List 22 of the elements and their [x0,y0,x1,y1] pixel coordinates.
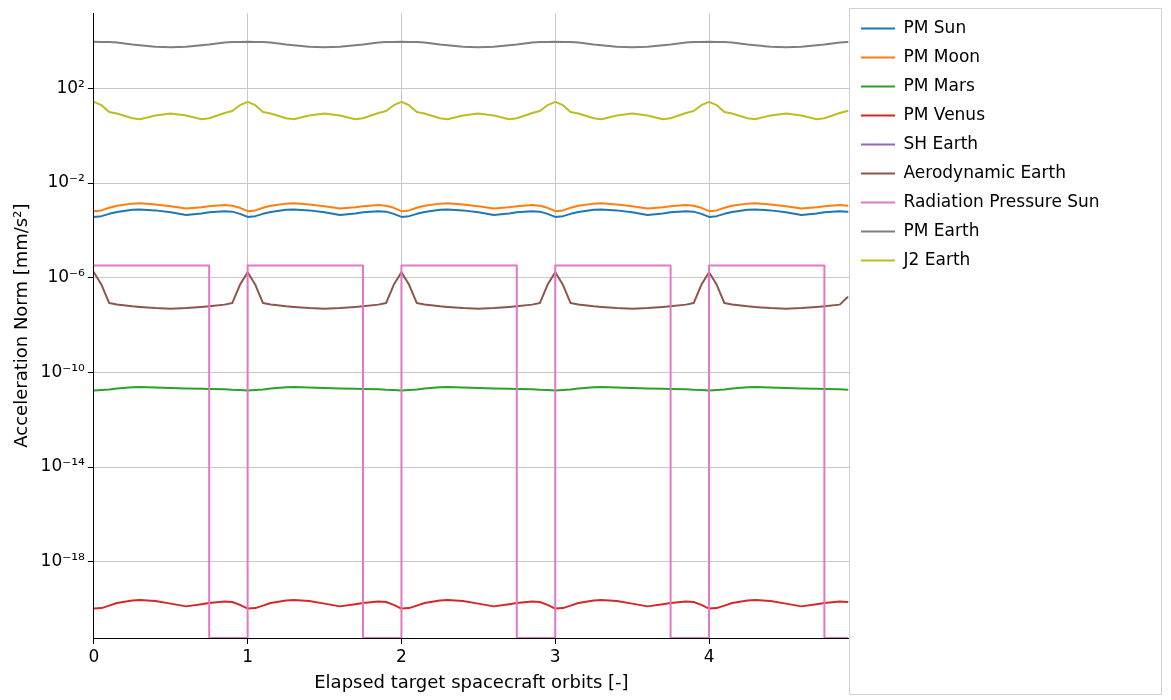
legend-label: PM Sun [903,16,967,37]
legend-label: Radiation Pressure Sun [903,190,1100,211]
legend-label: PM Earth [903,219,980,240]
x-tick-label: 0 [88,645,100,666]
legend-label: J2 Earth [902,248,971,269]
x-tick-label: 2 [396,645,407,666]
legend-label: Aerodynamic Earth [903,161,1066,182]
y-tick-label: 10⁻² [47,171,85,192]
x-tick-label: 3 [549,645,561,666]
y-tick-label: 10⁻¹⁰ [40,360,85,381]
y-tick-label: 10⁻⁶ [47,266,86,287]
x-tick-label: 4 [703,645,715,666]
y-tick-label: 10⁻¹⁸ [40,550,85,571]
x-axis-title: Elapsed target spacecraft orbits [-] [314,670,629,692]
legend-label: PM Mars [903,74,975,95]
y-tick-label: 10² [56,76,85,97]
x-tick-label: 1 [242,645,254,666]
y-axis-title: Acceleration Norm [mm/s²] [10,203,32,448]
legend-label: PM Moon [903,45,981,66]
y-tick-label: 10⁻¹⁴ [40,455,85,476]
legend-label: SH Earth [903,132,979,153]
legend-label: PM Venus [903,103,986,124]
